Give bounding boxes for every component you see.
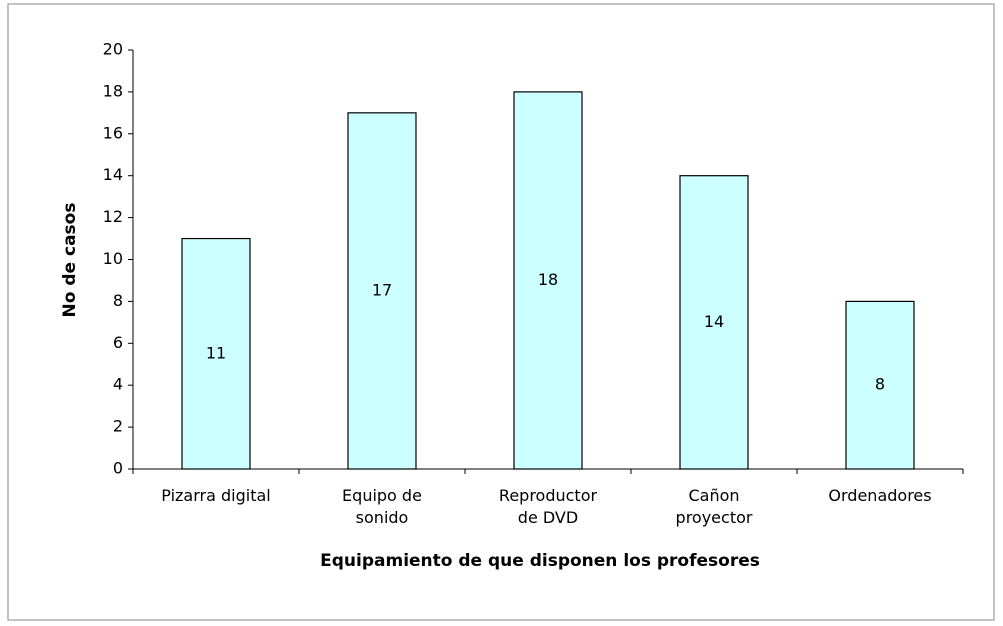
y-tick-label: 20: [103, 40, 123, 59]
x-tick-label: Reproductor de DVD: [498, 486, 598, 527]
data-label: 17: [372, 280, 392, 299]
x-tick-label: Pizarra digital: [161, 486, 271, 505]
x-tick-label: Cañon proyector: [675, 486, 753, 527]
y-tick-label: 2: [113, 417, 123, 436]
bar: [181, 237, 251, 470]
y-tick-label: 0: [113, 459, 123, 478]
y-tick-label: 16: [103, 123, 123, 142]
y-tick-label: 12: [103, 207, 123, 226]
data-label: 11: [206, 343, 226, 362]
y-tick-label: 14: [103, 165, 123, 184]
x-tick-label: Ordenadores: [828, 486, 932, 505]
bar: [679, 175, 749, 470]
data-label: 8: [875, 375, 885, 394]
x-axis-title: Equipamiento de que disponen los profeso…: [320, 551, 760, 571]
bar: [513, 91, 583, 470]
data-label: 14: [704, 312, 724, 331]
bar: [845, 300, 915, 470]
y-tick-label: 6: [113, 333, 123, 352]
y-tick-label: 4: [113, 375, 123, 394]
y-tick-label: 18: [103, 81, 123, 100]
chart-frame: [7, 3, 995, 621]
x-tick-label: Equipo de sonido: [342, 486, 422, 527]
y-tick-label: 8: [113, 291, 123, 310]
y-tick-label: 10: [103, 249, 123, 268]
y-axis-title: No de casos: [60, 203, 80, 318]
data-label: 18: [538, 270, 558, 289]
bar: [347, 112, 417, 470]
